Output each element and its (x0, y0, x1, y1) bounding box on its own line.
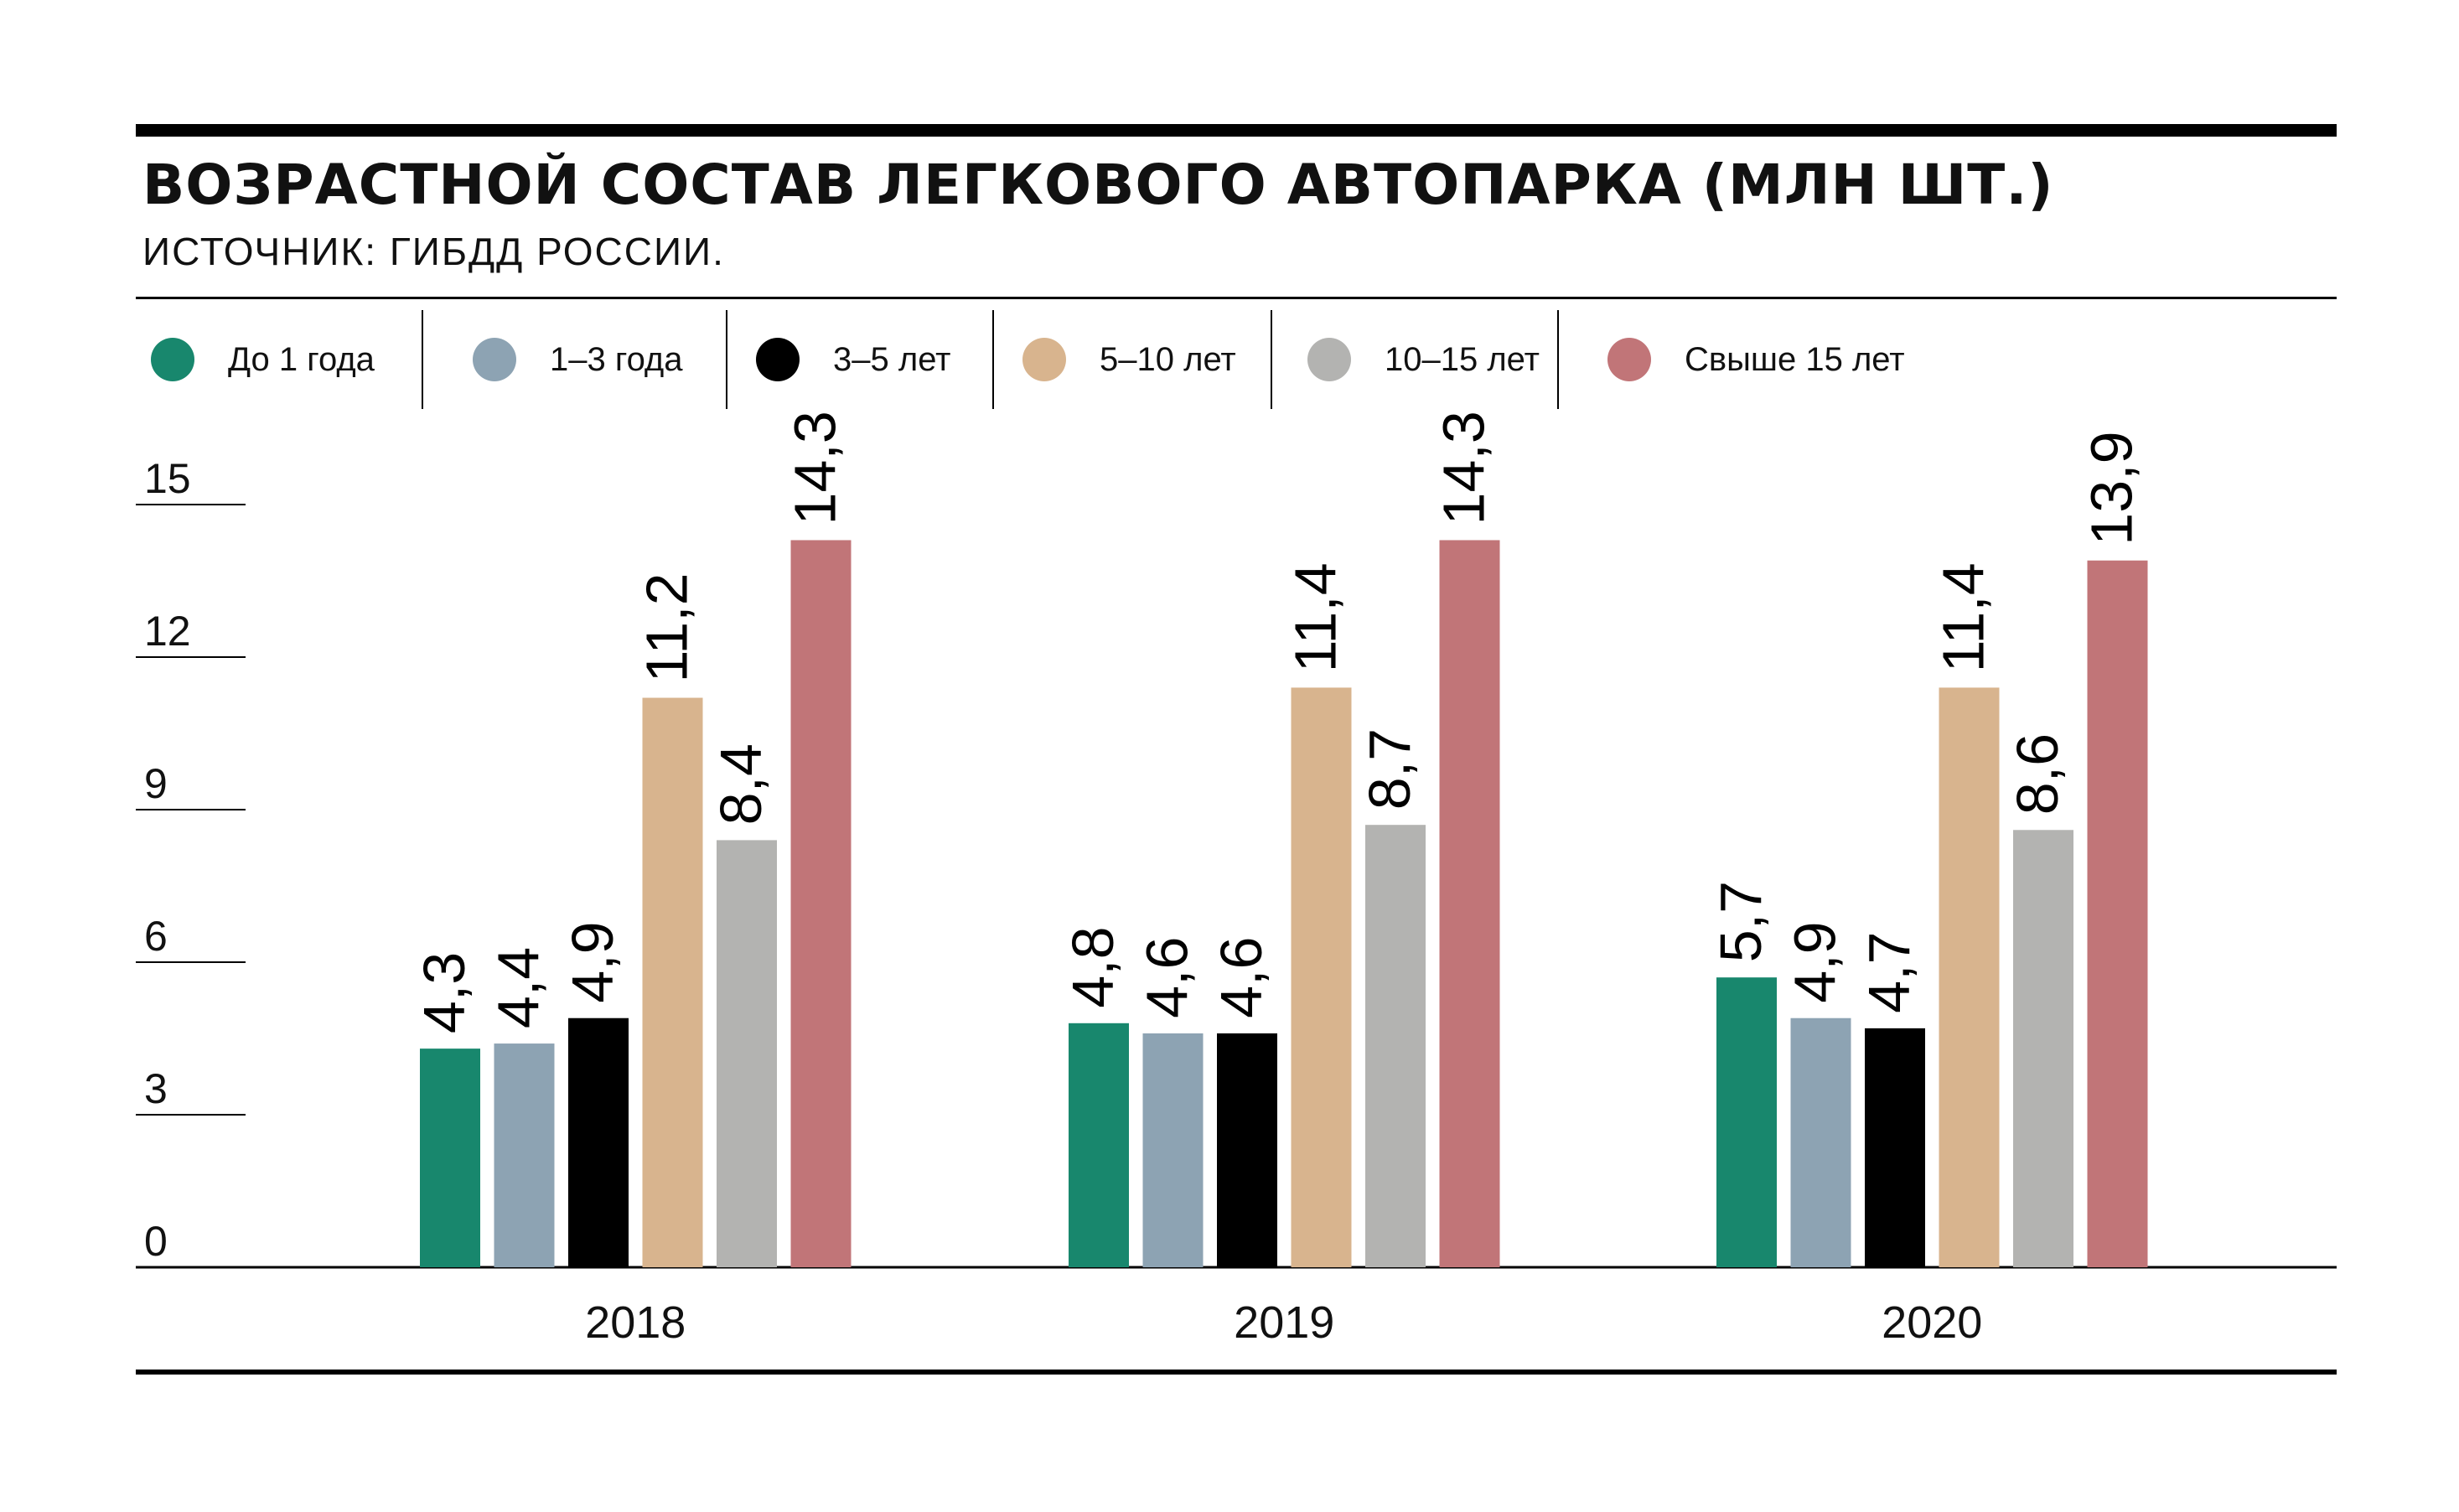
bar (1439, 540, 1500, 1267)
legend-swatch (1022, 338, 1066, 381)
top-rule (136, 124, 2337, 137)
data-label: 8,4 (708, 743, 774, 825)
bar (1716, 977, 1777, 1267)
legend: До 1 года 1–3 года 3–5 лет 5–10 лет 10–1… (136, 310, 2337, 409)
legend-item-1-3-years: 1–3 года (473, 310, 683, 409)
bar (790, 540, 852, 1267)
chart-title: ВОЗРАСТНОЙ СОСТАВ ЛЕГКОВОГО АВТОПАРКА (М… (142, 153, 2054, 217)
data-label: 5,7 (1708, 881, 1773, 962)
data-label: 14,3 (783, 411, 848, 525)
bar (568, 1017, 629, 1267)
bottom-rule (136, 1370, 2337, 1375)
bar (1939, 687, 2000, 1267)
legend-swatch (1307, 338, 1351, 381)
data-label: 4,8 (1060, 926, 1126, 1007)
y-tick-label: 9 (144, 760, 168, 807)
bar (1291, 687, 1352, 1267)
legend-label: 5–10 лет (1100, 340, 1236, 378)
bar (717, 840, 777, 1267)
data-label: 11,2 (634, 572, 700, 682)
y-tick-label: 15 (144, 455, 191, 502)
data-label: 14,3 (1431, 411, 1497, 525)
x-category-label: 2019 (1234, 1297, 1334, 1348)
data-label: 11,4 (1283, 562, 1349, 672)
bar (1217, 1033, 1277, 1267)
legend-label: 1–3 года (550, 340, 683, 378)
y-tick-label: 3 (144, 1065, 168, 1112)
bar (494, 1043, 555, 1267)
data-label: 4,6 (1135, 937, 1200, 1018)
bar (1790, 1017, 1851, 1267)
bar (1865, 1028, 1925, 1267)
legend-item-10-15-years: 10–15 лет (1307, 310, 1540, 409)
bar (420, 1049, 480, 1267)
bar (1365, 825, 1426, 1267)
x-category-label: 2018 (585, 1297, 686, 1348)
data-label: 8,6 (2005, 733, 2070, 815)
legend-top-rule (136, 297, 2337, 299)
data-label: 4,3 (412, 952, 477, 1033)
legend-separator (726, 310, 727, 409)
legend-label: 3–5 лет (833, 340, 951, 378)
bar (1069, 1023, 1129, 1267)
data-label: 4,6 (1209, 937, 1274, 1018)
data-label: 4,4 (486, 947, 551, 1028)
legend-swatch (1607, 338, 1651, 381)
legend-label: 10–15 лет (1385, 340, 1540, 378)
data-label: 4,9 (560, 921, 625, 1002)
legend-item-over-15-years: Свыше 15 лет (1607, 310, 1905, 409)
bar (642, 697, 703, 1267)
legend-item-5-10-years: 5–10 лет (1022, 310, 1236, 409)
bar (1142, 1033, 1204, 1267)
legend-label: Свыше 15 лет (1685, 340, 1905, 378)
data-label: 4,9 (1783, 921, 1848, 1002)
legend-separator (992, 310, 994, 409)
bar (2013, 830, 2073, 1267)
legend-separator (422, 310, 423, 409)
data-label: 11,4 (1931, 562, 1996, 672)
legend-swatch (473, 338, 516, 381)
y-tick-label: 6 (144, 913, 168, 960)
legend-item-3-5-years: 3–5 лет (756, 310, 950, 409)
y-tick-label: 0 (144, 1218, 168, 1265)
chart-source: ИСТОЧНИК: ГИБДД РОССИИ. (142, 230, 725, 273)
legend-swatch (756, 338, 800, 381)
data-label: 4,7 (1856, 932, 1922, 1013)
legend-item-under-1-year: До 1 года (151, 310, 375, 409)
bar (2087, 560, 2148, 1267)
data-label: 8,7 (1357, 728, 1422, 810)
legend-label: До 1 года (228, 340, 375, 378)
legend-separator (1271, 310, 1272, 409)
data-label: 13,9 (2079, 431, 2145, 545)
legend-swatch (151, 338, 194, 381)
legend-separator (1557, 310, 1559, 409)
y-tick-label: 12 (144, 608, 191, 655)
x-category-label: 2020 (1882, 1297, 1982, 1348)
